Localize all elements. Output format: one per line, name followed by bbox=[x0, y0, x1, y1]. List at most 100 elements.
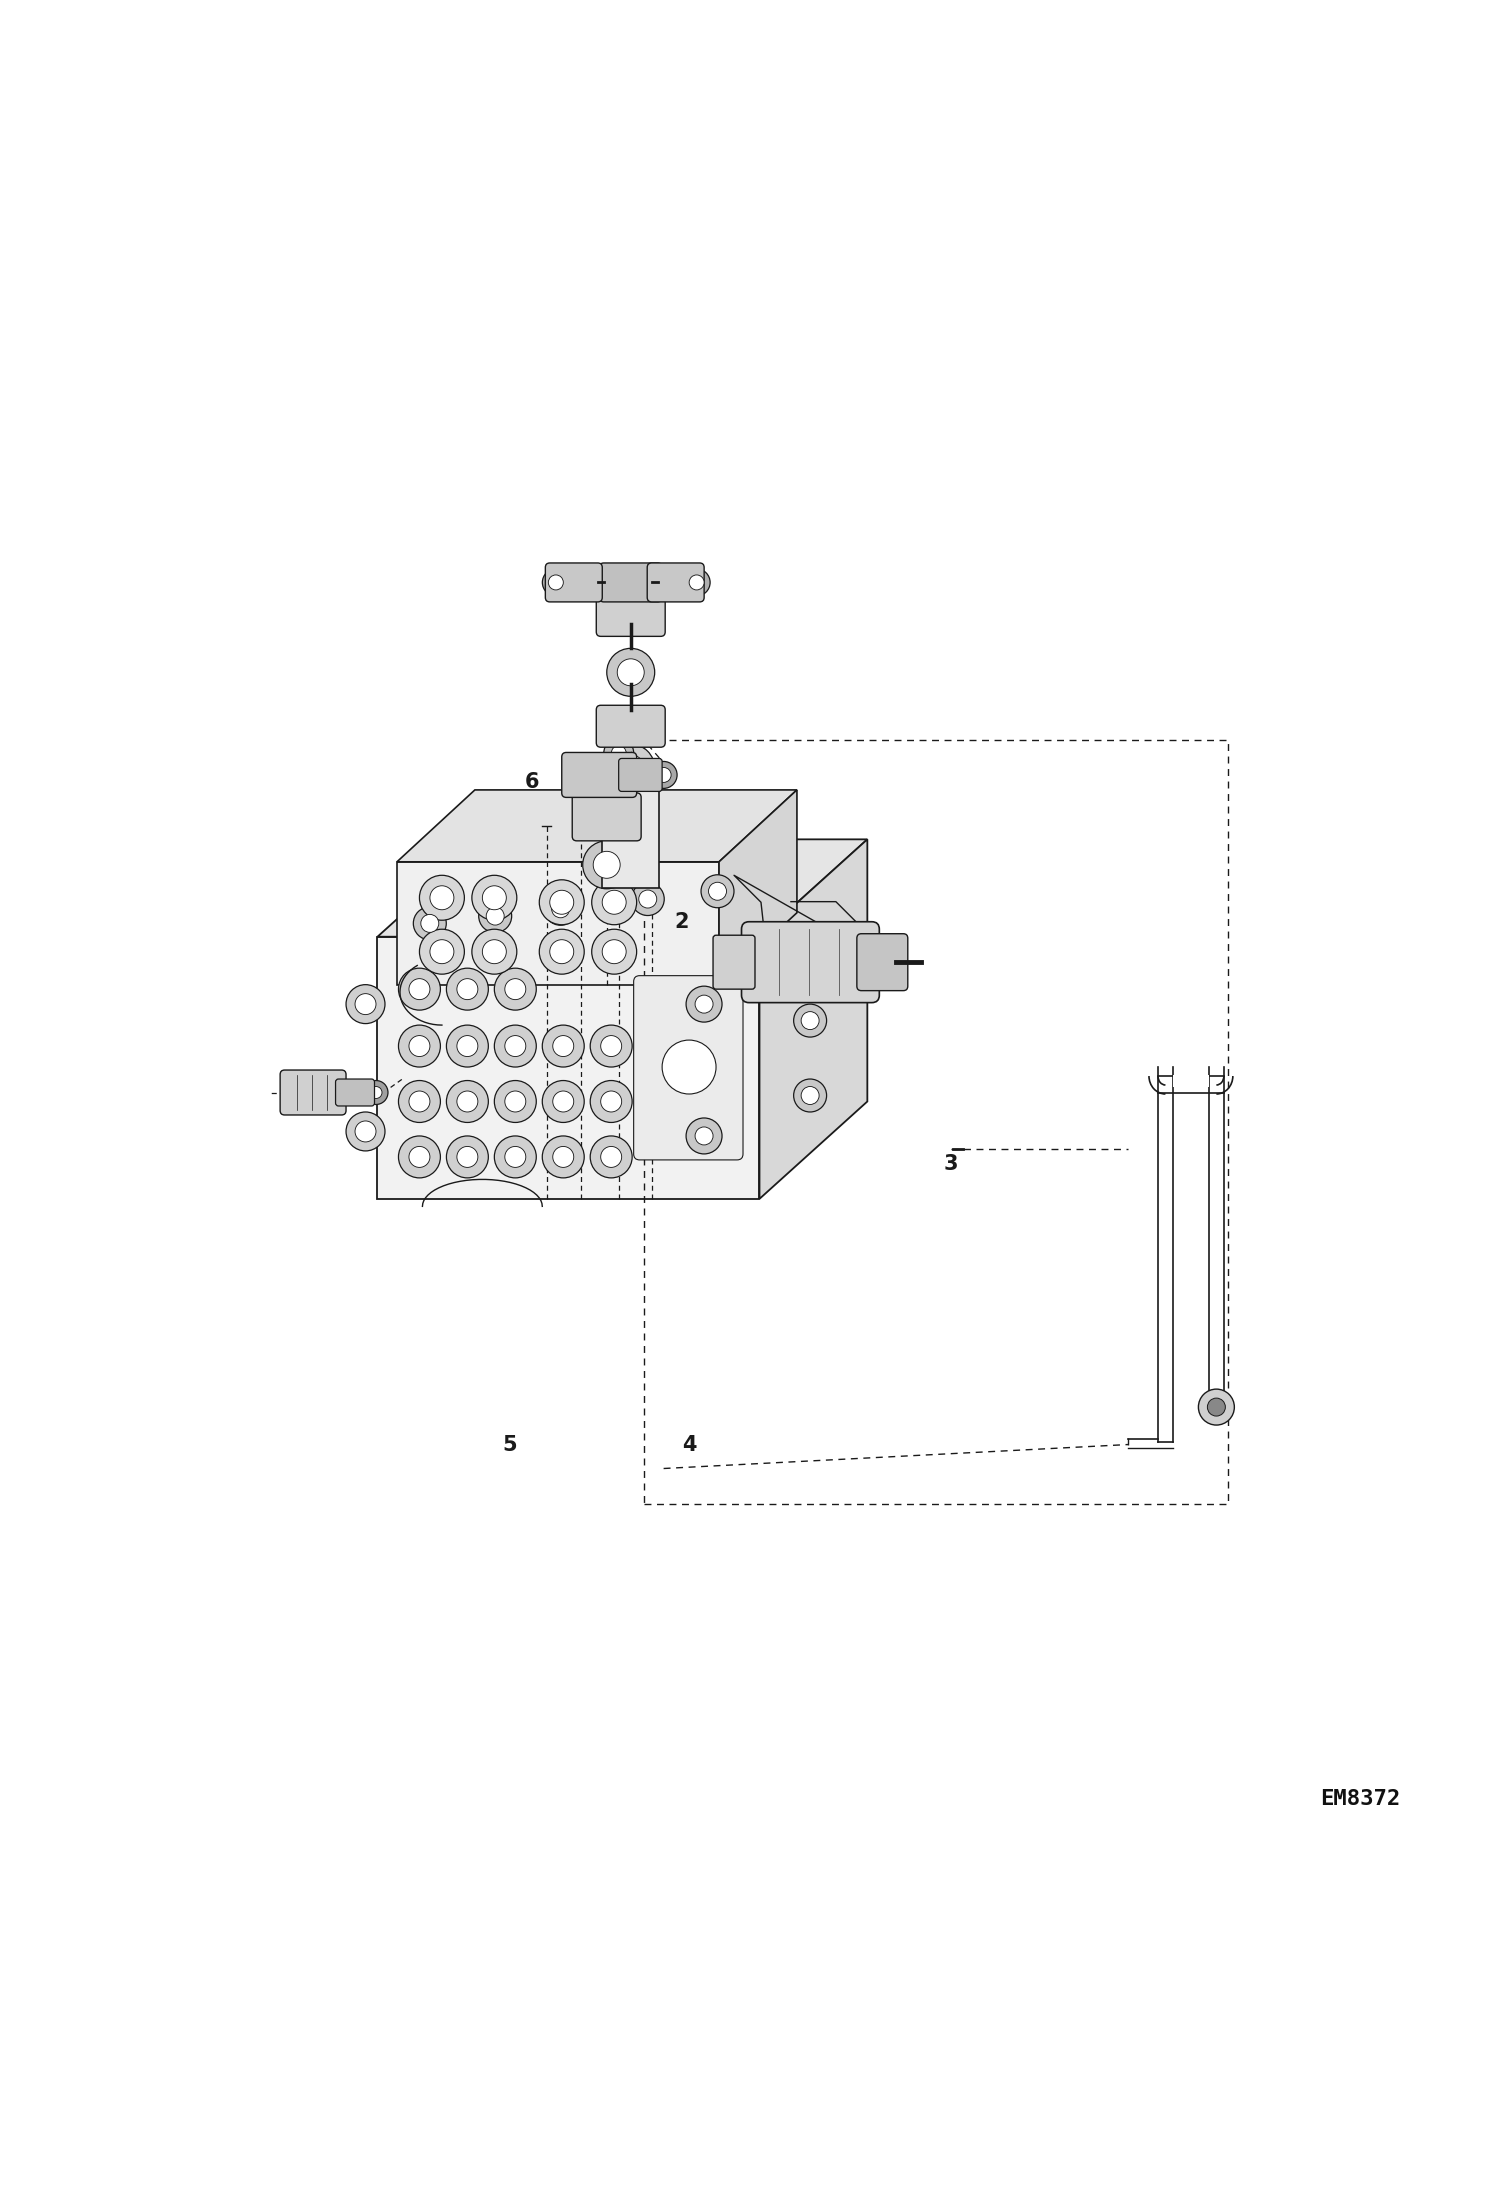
Circle shape bbox=[724, 954, 739, 970]
Circle shape bbox=[542, 1079, 584, 1123]
Circle shape bbox=[794, 930, 827, 963]
Circle shape bbox=[604, 737, 634, 768]
Circle shape bbox=[446, 1079, 488, 1123]
Circle shape bbox=[413, 906, 446, 939]
Circle shape bbox=[662, 1040, 716, 1095]
Circle shape bbox=[550, 891, 574, 915]
Circle shape bbox=[695, 1128, 713, 1145]
Circle shape bbox=[457, 1036, 478, 1058]
Circle shape bbox=[539, 930, 584, 974]
Text: EM8372: EM8372 bbox=[1320, 1788, 1401, 1808]
Circle shape bbox=[494, 968, 536, 1009]
Circle shape bbox=[446, 1025, 488, 1066]
FancyBboxPatch shape bbox=[647, 564, 704, 601]
Circle shape bbox=[457, 979, 478, 1000]
Circle shape bbox=[409, 1147, 430, 1167]
Circle shape bbox=[553, 1147, 574, 1167]
Circle shape bbox=[430, 886, 454, 911]
Circle shape bbox=[695, 996, 713, 1014]
Text: 1: 1 bbox=[285, 1075, 300, 1095]
Circle shape bbox=[494, 1136, 536, 1178]
Circle shape bbox=[656, 768, 671, 783]
Circle shape bbox=[592, 880, 637, 924]
Circle shape bbox=[364, 1079, 388, 1104]
Circle shape bbox=[689, 575, 704, 590]
Polygon shape bbox=[377, 937, 759, 1198]
FancyBboxPatch shape bbox=[545, 564, 602, 601]
FancyBboxPatch shape bbox=[562, 753, 637, 796]
Text: 6: 6 bbox=[524, 772, 539, 792]
Circle shape bbox=[544, 893, 577, 926]
Circle shape bbox=[602, 891, 626, 915]
Circle shape bbox=[617, 755, 644, 781]
FancyBboxPatch shape bbox=[713, 935, 755, 989]
Circle shape bbox=[801, 1011, 819, 1029]
Circle shape bbox=[346, 1112, 385, 1152]
Circle shape bbox=[542, 1025, 584, 1066]
FancyBboxPatch shape bbox=[596, 704, 665, 748]
Polygon shape bbox=[377, 840, 867, 937]
Circle shape bbox=[355, 1121, 376, 1141]
Circle shape bbox=[472, 930, 517, 974]
Circle shape bbox=[686, 985, 722, 1022]
Circle shape bbox=[505, 979, 526, 1000]
Circle shape bbox=[601, 1036, 622, 1058]
Circle shape bbox=[487, 906, 505, 926]
Circle shape bbox=[607, 649, 655, 695]
FancyBboxPatch shape bbox=[1173, 1075, 1209, 1086]
Circle shape bbox=[482, 886, 506, 911]
Circle shape bbox=[590, 1025, 632, 1066]
FancyBboxPatch shape bbox=[634, 976, 743, 1161]
FancyBboxPatch shape bbox=[857, 935, 908, 992]
Circle shape bbox=[601, 1090, 622, 1112]
Circle shape bbox=[398, 968, 440, 1009]
Circle shape bbox=[421, 915, 439, 932]
Polygon shape bbox=[397, 790, 797, 862]
Circle shape bbox=[457, 1147, 478, 1167]
Circle shape bbox=[593, 851, 620, 878]
Text: 3: 3 bbox=[944, 1154, 959, 1174]
Circle shape bbox=[601, 1147, 622, 1167]
Circle shape bbox=[446, 968, 488, 1009]
Circle shape bbox=[505, 1090, 526, 1112]
Circle shape bbox=[553, 1090, 574, 1112]
Circle shape bbox=[542, 568, 569, 597]
Polygon shape bbox=[759, 840, 867, 1198]
Polygon shape bbox=[719, 790, 797, 985]
Circle shape bbox=[548, 575, 563, 590]
FancyBboxPatch shape bbox=[619, 759, 662, 792]
Circle shape bbox=[419, 875, 464, 919]
Circle shape bbox=[505, 1036, 526, 1058]
Circle shape bbox=[494, 1079, 536, 1123]
Circle shape bbox=[631, 882, 664, 915]
Circle shape bbox=[1198, 1389, 1234, 1426]
Circle shape bbox=[794, 1079, 827, 1112]
Circle shape bbox=[801, 937, 819, 954]
Circle shape bbox=[505, 1147, 526, 1167]
Circle shape bbox=[1207, 1398, 1225, 1415]
Circle shape bbox=[409, 979, 430, 1000]
Circle shape bbox=[419, 930, 464, 974]
Circle shape bbox=[409, 1090, 430, 1112]
Circle shape bbox=[398, 1025, 440, 1066]
Circle shape bbox=[346, 985, 385, 1025]
Circle shape bbox=[355, 994, 376, 1014]
Circle shape bbox=[650, 761, 677, 788]
Circle shape bbox=[709, 882, 727, 900]
Circle shape bbox=[592, 930, 637, 974]
Text: 2: 2 bbox=[674, 913, 689, 932]
FancyBboxPatch shape bbox=[602, 785, 659, 889]
Text: 7: 7 bbox=[809, 970, 824, 989]
FancyBboxPatch shape bbox=[599, 564, 662, 601]
Circle shape bbox=[542, 1136, 584, 1178]
Circle shape bbox=[409, 1036, 430, 1058]
Circle shape bbox=[701, 875, 734, 908]
Circle shape bbox=[607, 744, 655, 792]
Circle shape bbox=[482, 939, 506, 963]
Circle shape bbox=[716, 948, 746, 976]
Circle shape bbox=[617, 658, 644, 687]
Circle shape bbox=[472, 875, 517, 919]
Circle shape bbox=[479, 900, 512, 932]
Circle shape bbox=[430, 939, 454, 963]
Circle shape bbox=[457, 1090, 478, 1112]
